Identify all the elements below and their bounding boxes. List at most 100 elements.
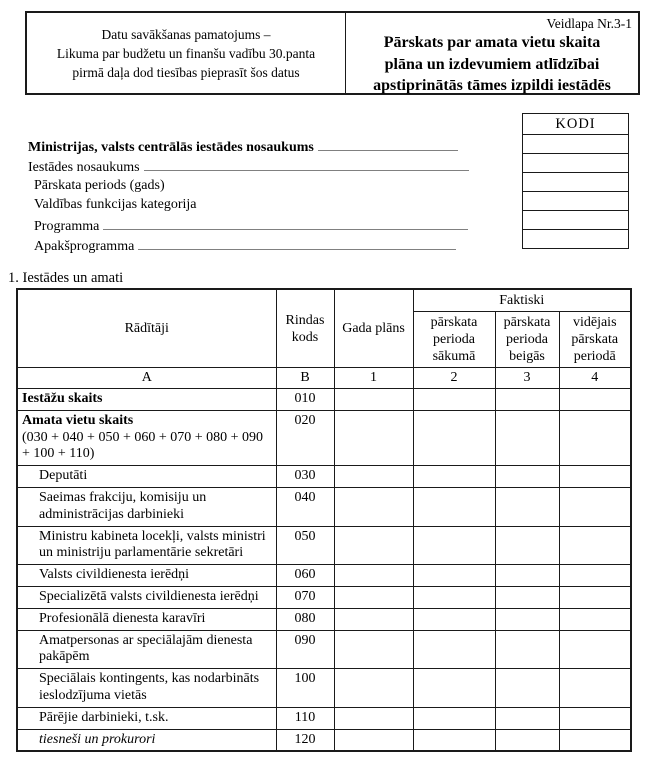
form-title-line: apstiprinātās tāmes izpildi iestādēs bbox=[373, 77, 611, 94]
kodi-cell bbox=[523, 229, 628, 248]
value-cell bbox=[494, 629, 560, 670]
value-cell bbox=[494, 668, 560, 708]
row-label-cell: Iestāžu skaits bbox=[16, 388, 277, 411]
value-cell bbox=[412, 465, 496, 488]
row-label: Iestāžu skaits bbox=[22, 391, 103, 406]
section-title: 1. Iestādes un amati bbox=[8, 270, 124, 286]
value-cell bbox=[412, 728, 496, 752]
col-header-faktiski: Faktiski bbox=[412, 288, 632, 312]
form-title-block: Veidlapa Nr.3-1 Pārskats par amata vietu… bbox=[346, 13, 638, 94]
row-code-cell: 050 bbox=[275, 525, 335, 566]
kodi-cell bbox=[523, 191, 628, 210]
table-body: Iestāžu skaits 010 Amata vietu skaits (030… bbox=[16, 388, 632, 752]
form-title-line: Pārskats par amata vietu skaita bbox=[383, 34, 601, 51]
info-field-label: Ministrijas, valsts centrālās iestādes n… bbox=[28, 140, 314, 155]
value-cell bbox=[412, 706, 496, 730]
index-cell: B bbox=[275, 367, 335, 389]
row-label-cell: Profesionālā dienesta karavīri bbox=[16, 607, 277, 631]
row-label: Ministru kabineta locekļi, valsts minist… bbox=[39, 528, 266, 561]
form-title: Pārskats par amata vietu skaita plāna un … bbox=[352, 32, 632, 97]
info-field: Iestādes nosaukums bbox=[28, 158, 518, 178]
index-row: A B 1 2 3 4 bbox=[16, 367, 632, 389]
index-cell: 2 bbox=[412, 367, 496, 389]
table-row: Amata vietu skaits (030 + 040 + 050 + 060… bbox=[16, 409, 632, 467]
table-row: Saeimas frakciju, komisiju un administrā… bbox=[16, 486, 632, 527]
row-label-cell: Pārējie darbinieki, t.sk. bbox=[16, 706, 277, 730]
col-header-gada-plans: Gada plāns bbox=[333, 288, 414, 368]
value-cell bbox=[494, 706, 560, 730]
value-cell bbox=[558, 388, 632, 411]
value-cell bbox=[558, 607, 632, 631]
value-cell bbox=[333, 706, 414, 730]
info-field-label: Pārskata periods (gads) bbox=[34, 177, 165, 193]
info-field-label: Apakšprogramma bbox=[34, 238, 135, 254]
col-header-raditaji: Rādītāji bbox=[16, 288, 277, 368]
value-cell bbox=[412, 388, 496, 411]
table-row: Profesionālā dienesta karavīri 080 bbox=[16, 607, 632, 631]
fill-in-line bbox=[143, 158, 469, 171]
value-cell bbox=[558, 706, 632, 730]
row-label: Specializētā valsts civildienesta ierēdņ… bbox=[39, 588, 259, 604]
row-label: Amatpersonas ar speciālajām dienesta pak… bbox=[39, 632, 253, 665]
col-header-perioda-sakuma: pārskata perioda sākumā bbox=[412, 311, 496, 368]
table-row: Valsts civildienesta ierēdņi 060 bbox=[16, 564, 632, 587]
row-label-cell: Speciālais kontingents, kas nodarbināts … bbox=[16, 668, 277, 708]
info-field-label: Iestādes nosaukums bbox=[28, 159, 140, 175]
legal-basis-text: Datu savākšanas pamatojums – Likuma par b… bbox=[27, 13, 346, 93]
kodi-box: KODI bbox=[522, 113, 629, 249]
value-cell bbox=[494, 585, 560, 609]
row-label-cell: Valsts civildienesta ierēdņi bbox=[16, 564, 277, 587]
kodi-cell bbox=[523, 210, 628, 229]
table-row: Speciālais kontingents, kas nodarbināts … bbox=[16, 668, 632, 708]
row-code-cell: 100 bbox=[275, 668, 335, 708]
positions-table: Rādītāji Rindas kods Gada plāns Faktiski… bbox=[16, 288, 632, 753]
row-code-cell: 060 bbox=[275, 564, 335, 587]
row-code-cell: 090 bbox=[275, 629, 335, 670]
index-cell: 4 bbox=[558, 367, 632, 389]
value-cell bbox=[412, 564, 496, 587]
form-number: Veidlapa Nr.3-1 bbox=[546, 16, 632, 31]
value-cell bbox=[333, 486, 414, 527]
info-field: Pārskata periods (gads) bbox=[28, 178, 518, 198]
value-cell bbox=[494, 465, 560, 488]
row-label: Profesionālā dienesta karavīri bbox=[39, 610, 206, 626]
value-cell bbox=[333, 668, 414, 708]
table-row: Deputāti 030 bbox=[16, 465, 632, 488]
table-row: Iestāžu skaits 010 bbox=[16, 388, 632, 411]
row-formula-note: (030 + 040 + 050 + 060 + 070 + 080 + 090… bbox=[22, 429, 264, 462]
row-label: Speciālais kontingents, kas nodarbināts … bbox=[39, 671, 260, 703]
fill-in-line bbox=[103, 217, 469, 231]
info-field: Programma bbox=[28, 217, 518, 237]
col-header-videjais-perioda: vidējais pārskata periodā bbox=[558, 311, 632, 368]
row-label-cell: Amatpersonas ar speciālajām dienesta pak… bbox=[16, 629, 277, 670]
value-cell bbox=[558, 629, 632, 670]
kodi-cell bbox=[523, 134, 628, 153]
value-cell bbox=[558, 465, 632, 488]
row-code-cell: 020 bbox=[275, 409, 335, 467]
row-code-cell: 080 bbox=[275, 607, 335, 631]
row-code-cell: 010 bbox=[275, 388, 335, 411]
form-header-box: Datu savākšanas pamatojums – Likuma par b… bbox=[25, 11, 640, 95]
row-label-cell: Specializētā valsts civildienesta ierēdņ… bbox=[16, 585, 277, 609]
value-cell bbox=[558, 486, 632, 527]
value-cell bbox=[558, 525, 632, 566]
row-label: Pārējie darbinieki, t.sk. bbox=[39, 709, 169, 725]
form-title-line: plāna un izdevumiem atlīdzībai bbox=[384, 55, 600, 73]
value-cell bbox=[494, 607, 560, 631]
info-field-label: Programma bbox=[34, 219, 100, 235]
row-label: Deputāti bbox=[39, 468, 88, 484]
index-cell: A bbox=[16, 367, 277, 389]
value-cell bbox=[333, 465, 414, 488]
row-label-cell: Saeimas frakciju, komisiju un administrā… bbox=[16, 486, 277, 527]
col-header-rindas-kods: Rindas kods bbox=[275, 288, 335, 368]
row-label-cell: Ministru kabineta locekļi, valsts minist… bbox=[16, 525, 277, 566]
table-row: Amatpersonas ar speciālajām dienesta pak… bbox=[16, 629, 632, 670]
row-label: Amata vietu skaits bbox=[22, 412, 134, 428]
info-field: Valdības funkcijas kategorija bbox=[28, 197, 518, 217]
row-label-cell: Amata vietu skaits (030 + 040 + 050 + 060… bbox=[16, 409, 277, 467]
table-row: Ministru kabineta locekļi, valsts minist… bbox=[16, 525, 632, 566]
fill-in-line bbox=[317, 138, 458, 151]
value-cell bbox=[558, 564, 632, 587]
info-field: Ministrijas, valsts centrālās iestādes n… bbox=[28, 138, 518, 158]
legal-basis-line: pirmā daļa dod tiesības pieprasīt šos da… bbox=[72, 64, 300, 80]
